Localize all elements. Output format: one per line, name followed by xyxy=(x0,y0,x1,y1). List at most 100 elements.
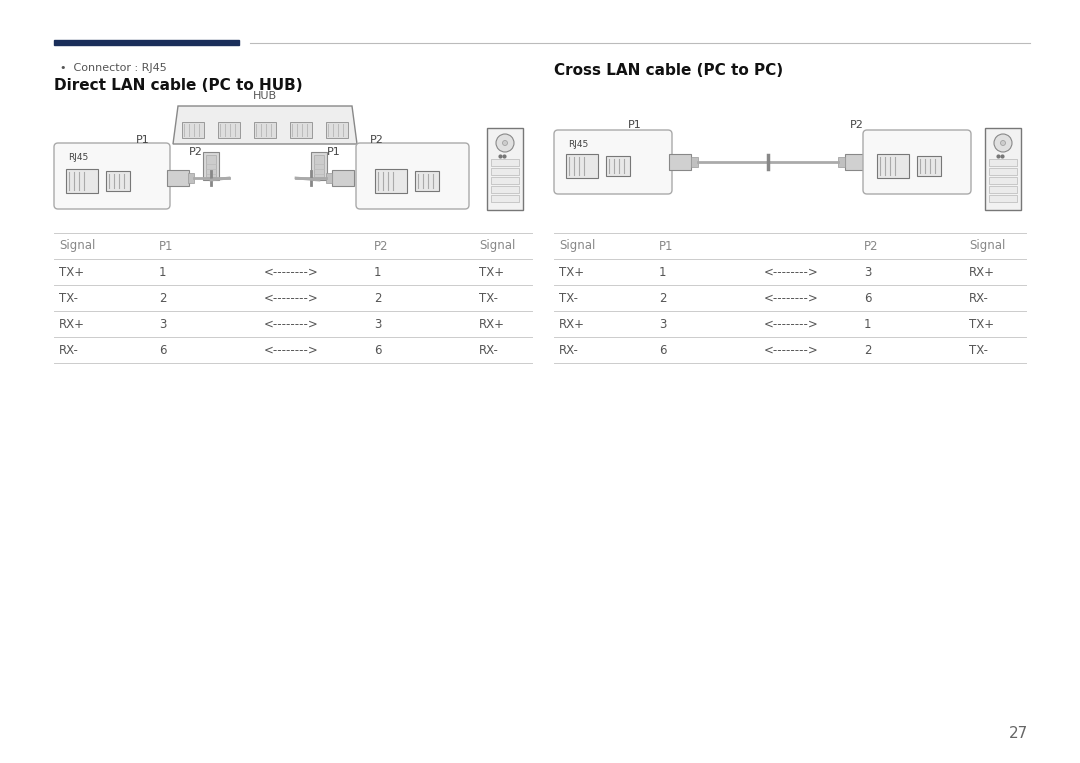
Bar xyxy=(491,186,519,193)
Text: <-------->: <--------> xyxy=(264,343,319,356)
Bar xyxy=(54,40,239,45)
Text: Direct LAN cable (PC to HUB): Direct LAN cable (PC to HUB) xyxy=(54,78,302,93)
Text: P2: P2 xyxy=(374,240,389,253)
Text: 6: 6 xyxy=(659,343,666,356)
Text: 6: 6 xyxy=(864,291,872,304)
Bar xyxy=(691,157,698,167)
Text: TX+: TX+ xyxy=(559,266,584,278)
Text: 1: 1 xyxy=(864,317,872,330)
Text: P2: P2 xyxy=(370,135,383,145)
Text: 1: 1 xyxy=(374,266,381,278)
Text: Signal: Signal xyxy=(969,240,1005,253)
Text: RX+: RX+ xyxy=(480,317,505,330)
Circle shape xyxy=(1000,140,1005,146)
Bar xyxy=(326,122,348,138)
Bar xyxy=(311,152,327,180)
Text: RX+: RX+ xyxy=(969,266,995,278)
Text: 2: 2 xyxy=(374,291,381,304)
Text: RX-: RX- xyxy=(559,343,579,356)
Bar xyxy=(188,173,194,183)
Text: TX+: TX+ xyxy=(480,266,504,278)
Bar xyxy=(415,171,438,191)
Text: RX+: RX+ xyxy=(59,317,85,330)
Text: P2: P2 xyxy=(850,120,864,130)
Bar xyxy=(218,122,240,138)
Bar xyxy=(989,168,1017,175)
Text: Signal: Signal xyxy=(480,240,515,253)
FancyBboxPatch shape xyxy=(356,143,469,209)
Bar xyxy=(491,195,519,202)
Bar xyxy=(566,154,598,178)
Text: P1: P1 xyxy=(659,240,674,253)
Text: 27: 27 xyxy=(1009,726,1028,741)
Bar xyxy=(254,122,276,138)
FancyBboxPatch shape xyxy=(554,130,672,194)
Text: P2: P2 xyxy=(864,240,878,253)
Text: <-------->: <--------> xyxy=(764,343,819,356)
Text: <-------->: <--------> xyxy=(264,266,319,278)
Bar xyxy=(491,177,519,184)
Bar xyxy=(326,173,332,183)
Text: RJ45: RJ45 xyxy=(68,153,89,162)
Bar xyxy=(989,177,1017,184)
Bar xyxy=(491,168,519,175)
Bar xyxy=(106,171,130,191)
Bar xyxy=(877,154,909,178)
Circle shape xyxy=(502,140,508,146)
Bar xyxy=(985,128,1021,210)
Bar xyxy=(989,186,1017,193)
Text: <-------->: <--------> xyxy=(764,266,819,278)
Bar xyxy=(989,195,1017,202)
Text: <-------->: <--------> xyxy=(764,291,819,304)
Bar xyxy=(167,170,189,186)
Text: 3: 3 xyxy=(159,317,166,330)
Text: P1: P1 xyxy=(327,147,341,157)
Text: RX-: RX- xyxy=(59,343,79,356)
Text: Signal: Signal xyxy=(59,240,95,253)
Text: TX-: TX- xyxy=(559,291,578,304)
Circle shape xyxy=(994,134,1012,152)
Bar xyxy=(183,122,204,138)
Text: TX+: TX+ xyxy=(59,266,84,278)
Text: 1: 1 xyxy=(159,266,166,278)
Bar xyxy=(206,155,216,177)
Text: 3: 3 xyxy=(659,317,666,330)
Text: <-------->: <--------> xyxy=(264,291,319,304)
Text: 2: 2 xyxy=(159,291,166,304)
FancyBboxPatch shape xyxy=(54,143,170,209)
FancyBboxPatch shape xyxy=(863,130,971,194)
Bar xyxy=(491,159,519,166)
Text: TX+: TX+ xyxy=(969,317,994,330)
Text: 1: 1 xyxy=(659,266,666,278)
Text: TX-: TX- xyxy=(480,291,498,304)
Text: TX-: TX- xyxy=(59,291,78,304)
Bar xyxy=(375,169,407,193)
Bar xyxy=(314,155,324,177)
Text: •  Connector : RJ45: • Connector : RJ45 xyxy=(60,63,166,73)
Bar xyxy=(66,169,98,193)
Text: <-------->: <--------> xyxy=(264,317,319,330)
Text: Signal: Signal xyxy=(559,240,595,253)
Bar xyxy=(203,152,219,180)
Text: P2: P2 xyxy=(189,147,203,157)
Text: 2: 2 xyxy=(864,343,872,356)
Text: P1: P1 xyxy=(159,240,174,253)
Text: HUB: HUB xyxy=(253,91,278,101)
Text: 2: 2 xyxy=(659,291,666,304)
Text: Cross LAN cable (PC to PC): Cross LAN cable (PC to PC) xyxy=(554,63,783,78)
Text: RX-: RX- xyxy=(480,343,499,356)
Bar xyxy=(669,154,691,170)
Bar xyxy=(291,122,312,138)
Text: 3: 3 xyxy=(374,317,381,330)
Text: 6: 6 xyxy=(159,343,166,356)
Text: RJ45: RJ45 xyxy=(568,140,589,149)
Text: RX+: RX+ xyxy=(559,317,585,330)
Text: 6: 6 xyxy=(374,343,381,356)
Bar xyxy=(845,154,867,170)
Text: <-------->: <--------> xyxy=(764,317,819,330)
Bar xyxy=(487,128,523,210)
Text: TX-: TX- xyxy=(969,343,988,356)
Bar xyxy=(606,156,630,176)
Polygon shape xyxy=(173,106,357,144)
Bar xyxy=(838,157,845,167)
